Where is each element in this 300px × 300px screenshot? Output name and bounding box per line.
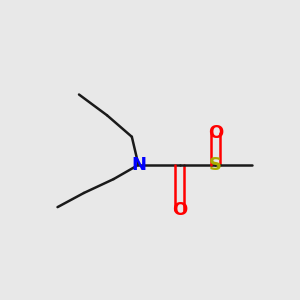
Text: N: N [131, 156, 146, 174]
Text: S: S [209, 156, 222, 174]
Text: O: O [208, 124, 223, 142]
Text: O: O [172, 201, 187, 219]
